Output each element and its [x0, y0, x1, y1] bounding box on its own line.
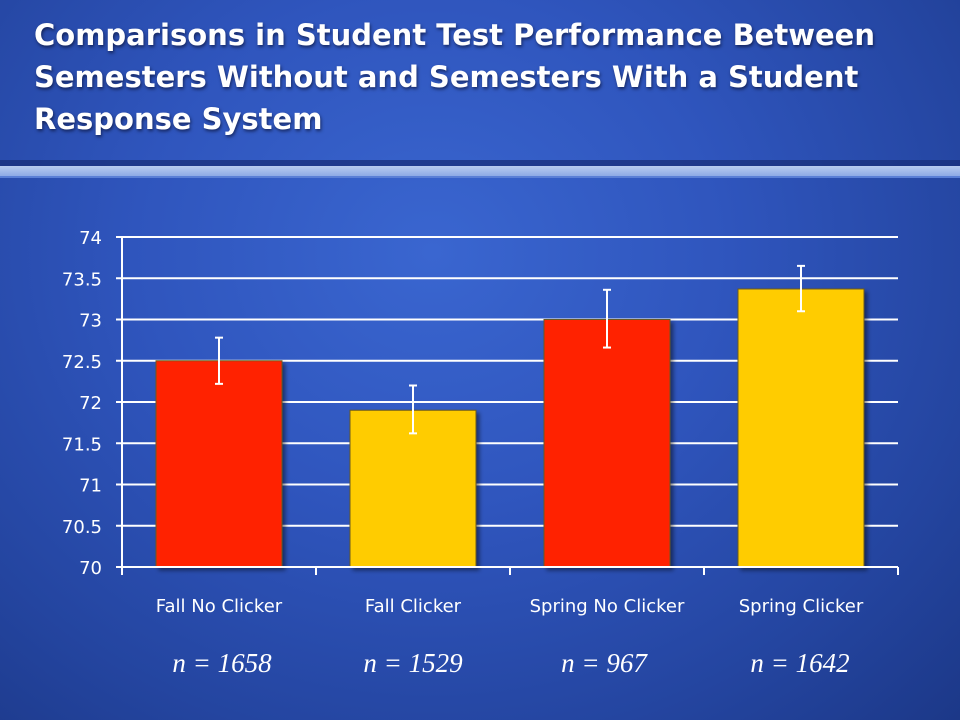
y-tick-label: 72	[79, 393, 102, 414]
y-tick-label: 71.5	[62, 434, 102, 455]
slide-title: Comparisons in Student Test Performance …	[34, 18, 875, 136]
x-category-label: Spring Clicker	[739, 596, 864, 617]
x-category-label: Fall Clicker	[365, 596, 462, 617]
bar	[155, 360, 283, 568]
y-tick-label: 70.5	[62, 517, 102, 538]
n-label-fall-no-clicker: n = 1658	[172, 648, 272, 678]
y-tick-label: 72.5	[62, 352, 102, 373]
bar	[543, 319, 671, 568]
y-tick-label: 71	[79, 476, 102, 497]
x-category-label: Spring No Clicker	[530, 596, 685, 617]
n-label-fall-clicker: n = 1529	[363, 648, 463, 678]
n-label-spring-clicker: n = 1642	[750, 648, 850, 678]
title-divider-highlight	[0, 166, 960, 176]
title-divider	[0, 160, 960, 166]
y-tick-label: 73	[79, 311, 102, 332]
y-tick-label: 70	[79, 558, 102, 579]
n-label-spring-no-clicker: n = 967	[561, 648, 647, 678]
bar	[349, 409, 477, 568]
bar	[737, 288, 865, 568]
x-category-label: Fall No Clicker	[156, 596, 283, 617]
y-tick-label: 73.5	[62, 269, 102, 290]
title-divider-line	[0, 176, 960, 178]
y-tick-label: 74	[79, 228, 102, 249]
